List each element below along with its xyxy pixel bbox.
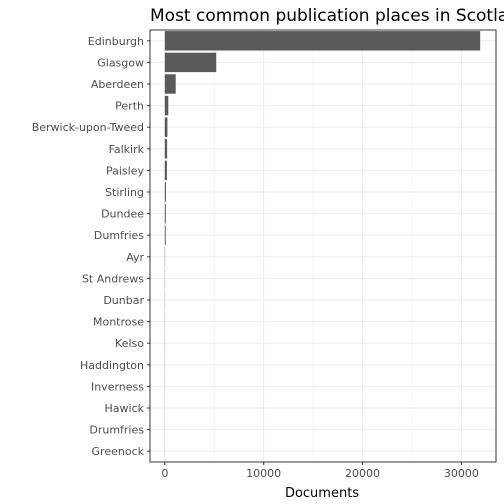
y-tick-label: Haddington: [80, 359, 144, 372]
y-tick-label: St Andrews: [82, 272, 144, 285]
bar-dundee: [164, 203, 166, 224]
grid-lines: [150, 30, 496, 462]
plot-panel-border: [149, 29, 497, 463]
x-tick-label: 10000: [246, 467, 281, 480]
y-axis: Edinburgh Glasgow Aberdeen Perth Berwick-upo…: [32, 35, 150, 458]
bar-stirling: [164, 182, 166, 202]
chart-title: Most common publication places in Scotla…: [150, 6, 504, 26]
x-axis: 0 10000 20000 30000: [161, 462, 479, 480]
y-tick-label: Berwick-upon-Tweed: [32, 121, 144, 134]
y-tick-label: Dunbar: [103, 294, 144, 307]
y-tick-label: Perth: [115, 100, 144, 113]
bar-aberdeen: [164, 74, 176, 94]
bar-perth: [164, 95, 169, 116]
y-tick-label: Kelso: [115, 337, 144, 350]
bar-paisley: [164, 160, 167, 181]
y-tick-label: Dundee: [101, 208, 144, 221]
bar-glasgow: [164, 52, 217, 73]
bar-falkirk: [164, 139, 168, 159]
y-tick-label: Stirling: [105, 186, 144, 199]
bar-edinburgh: [164, 31, 481, 51]
bars: [164, 31, 481, 461]
y-tick-label: Dumfries: [94, 229, 144, 242]
y-tick-label: Edinburgh: [88, 35, 144, 48]
y-tick-label: Glasgow: [97, 56, 144, 69]
x-tick-label: 0: [161, 467, 168, 480]
x-tick-label: 20000: [345, 467, 380, 480]
y-tick-label: Inverness: [91, 380, 144, 393]
y-tick-label: Paisley: [106, 164, 144, 177]
y-tick-label: Ayr: [126, 251, 144, 264]
y-tick-label: Drumfries: [89, 424, 144, 437]
x-tick-label: 30000: [444, 467, 479, 480]
y-tick-label: Aberdeen: [91, 78, 144, 91]
bar-dumfries: [164, 225, 166, 245]
y-tick-label: Hawick: [105, 402, 145, 415]
y-tick-label: Montrose: [93, 316, 144, 329]
y-tick-label: Falkirk: [109, 143, 145, 156]
bar-berwick-upon-tweed: [164, 117, 168, 137]
x-axis-title: Documents: [285, 486, 359, 501]
y-tick-label: Greenock: [92, 445, 145, 458]
